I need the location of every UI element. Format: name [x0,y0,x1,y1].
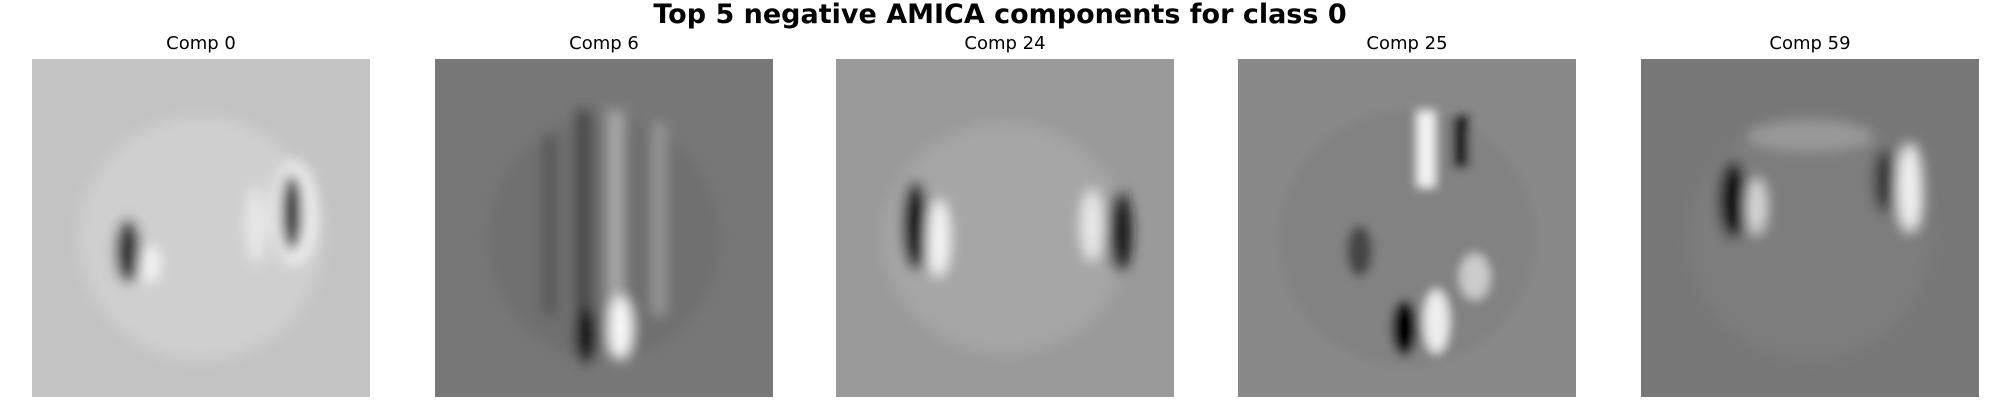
component-image [435,59,773,397]
component-image [32,59,370,397]
panel-title: Comp 25 [1366,33,1448,54]
panel-title: Comp 59 [1769,33,1851,54]
panel-title: Comp 0 [166,33,236,54]
component-image [836,59,1174,397]
component-image [1641,59,1979,397]
panel-title: Comp 24 [964,33,1046,54]
component-image [1238,59,1576,397]
figure-title: Top 5 negative AMICA components for clas… [653,0,1347,30]
panel-title: Comp 6 [569,33,639,54]
